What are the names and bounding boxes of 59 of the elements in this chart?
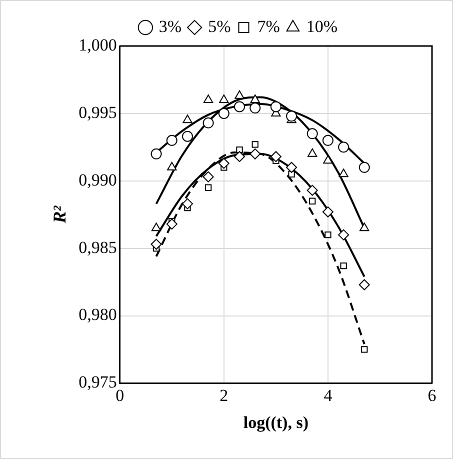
y-tick-label: 0,990 — [78, 170, 117, 190]
point — [360, 222, 370, 232]
point — [182, 114, 192, 124]
point — [234, 90, 244, 99]
legend-label: 7% — [257, 16, 280, 36]
y-tick-label: 0,975 — [78, 372, 117, 392]
point — [322, 206, 334, 218]
point — [338, 168, 348, 178]
y-tick-label: 0,995 — [78, 102, 117, 122]
point — [234, 151, 246, 162]
point — [358, 162, 370, 173]
x-tick-label: 0 — [116, 386, 124, 405]
point — [219, 94, 229, 103]
point — [167, 162, 177, 170]
point — [250, 94, 260, 103]
point — [218, 108, 230, 119]
x-tick-label: 6 — [428, 386, 436, 405]
x-tick-label: 4 — [324, 386, 333, 405]
legend-label: 5% — [208, 16, 231, 36]
point — [322, 134, 334, 146]
point — [338, 142, 350, 153]
point — [308, 148, 318, 157]
y-axis-title: R² — [49, 205, 70, 224]
point — [338, 229, 350, 240]
point — [150, 148, 162, 160]
point — [202, 171, 214, 182]
point — [250, 102, 261, 114]
y-tick-label: 1,000 — [78, 35, 117, 54]
point — [204, 184, 212, 191]
point — [306, 128, 318, 140]
point — [323, 155, 333, 164]
y-tick-label: 0,985 — [78, 238, 117, 257]
point — [324, 232, 332, 238]
point — [202, 117, 214, 128]
point — [182, 198, 193, 210]
point — [286, 110, 298, 122]
point — [306, 184, 318, 196]
point — [182, 130, 193, 142]
point — [218, 158, 230, 169]
legend-label: 3% — [158, 16, 182, 36]
point — [361, 346, 368, 353]
point — [166, 218, 178, 230]
point — [286, 162, 298, 173]
legend-label: 10% — [306, 16, 338, 36]
point — [270, 151, 282, 162]
point — [358, 279, 370, 290]
point — [250, 148, 261, 160]
point — [151, 222, 162, 232]
point — [340, 262, 347, 270]
point — [234, 101, 246, 112]
x-axis-title: log((t), s) — [243, 413, 309, 432]
point — [150, 238, 162, 250]
point — [166, 134, 178, 146]
y-tick-label: 0,980 — [78, 305, 117, 324]
point — [270, 101, 282, 112]
point — [203, 94, 214, 103]
point — [309, 198, 316, 204]
point — [252, 141, 258, 148]
x-tick-label: 2 — [220, 386, 228, 405]
